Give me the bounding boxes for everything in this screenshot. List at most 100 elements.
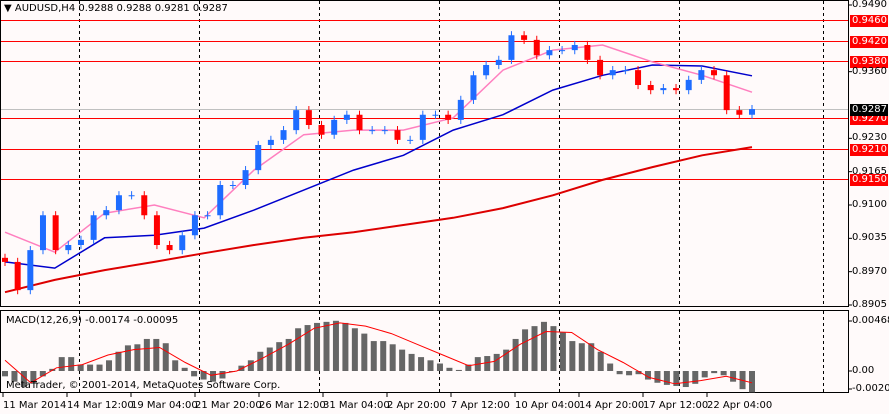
candle-body [166,245,173,251]
candle-body [229,185,236,186]
candle-body [533,39,540,56]
macd-histogram-bar [162,343,169,371]
macd-histogram-bar [370,341,377,371]
candle-body [685,79,692,91]
time-axis-label: 21 Mar 20:00 [195,400,262,411]
ma-fast-line [4,44,753,254]
level-price-tag: 0.9270 [850,112,888,125]
candle-body [52,215,59,251]
macd-histogram-bar [418,357,425,371]
candle-body [153,215,160,245]
macd-histogram-bar [77,364,84,371]
candle-body [305,110,312,125]
macd-label: MACD(12,26,9) [6,315,82,326]
candle-body [559,50,566,52]
macd-histogram-bar [295,328,302,371]
macd-histogram-bar [682,371,689,388]
macd-histogram-bar [607,363,614,371]
macd-histogram-bar [96,364,103,371]
macd-histogram-bar [332,320,339,371]
time-axis-label: 2 Apr 20:00 [387,400,446,411]
time-axis-label: 14 Apr 20:00 [579,400,645,411]
macd-axis-label: 0.00468 [852,315,889,326]
price-axis-label: 0.9035 [852,232,887,244]
time-axis-label: 26 Mar 12:00 [259,400,326,411]
candle-body [660,88,667,91]
macd-histogram-bar [2,371,8,377]
macd-histogram-bar [304,325,311,371]
macd-histogram-bar [143,338,150,371]
price-axis-label: 0.9230 [852,132,887,144]
time-axis-label: 22 Apr 04:00 [707,400,773,411]
candle-body [723,75,730,111]
macd-histogram-bar [701,371,708,378]
candle-body [571,45,578,51]
macd-histogram-bar [663,371,670,385]
macd-axis-label: -0.00205 [852,383,889,394]
candle-body [622,70,629,72]
candle-body [381,130,388,132]
macd-histogram-bar [512,338,519,371]
current-price-tag: 0.9287 [850,103,888,116]
chart-title: ▼ AUDUSD,H4 0.9288 0.9288 0.9281 0.9287 [4,3,228,15]
candle-body [331,119,338,135]
macd-histogram-bar [30,371,37,384]
macd-histogram-bar [191,371,198,377]
macd-histogram-bar [597,351,604,371]
candle-body [736,110,743,115]
candle-body [749,109,755,115]
macd-histogram-bar [588,343,595,371]
candle-body [394,130,401,140]
macd-histogram-bar [749,371,755,393]
candle-body [343,114,350,120]
price-pane-border [0,0,849,307]
level-price-tag: 0.9150 [850,173,888,186]
macd-histogram-bar [578,343,585,371]
candle-body [77,239,84,245]
macd-signal-line [4,322,753,385]
macd-histogram-bar [720,371,727,376]
candle-body [356,114,363,131]
macd-histogram-bar [455,369,462,371]
macd-histogram-bar [399,349,406,371]
macd-histogram-bar [436,363,443,371]
candle-body [115,195,122,211]
macd-histogram-bar [569,341,576,371]
price-axis-label: 0.9490 [852,0,887,10]
time-axis-label: 19 Mar 04:00 [131,400,198,411]
macd-histogram-bar [247,360,254,371]
macd-title: MACD(12,26,9) -0.00174 -0.00095 [6,315,178,327]
macd-histogram-bar [323,321,330,371]
macd-histogram-bar [446,367,453,371]
candle-body [457,99,464,120]
macd-histogram-bar [87,364,94,371]
ma-slow-line [4,146,753,294]
candle-body [647,85,654,91]
macd-histogram-bar [427,360,434,371]
macd-histogram-bar [408,353,415,371]
price-axis-label: 0.9165 [852,165,887,177]
macd-histogram-bar [68,357,75,371]
macd-histogram-bar [172,360,179,371]
candle-body [609,70,616,76]
collapse-triangle-icon[interactable]: ▼ [4,3,12,14]
candle-body [445,114,452,120]
macd-histogram-bar [210,371,217,382]
macd-histogram-bar [503,349,510,371]
macd-histogram-bar [484,356,491,371]
macd-histogram-bar [106,360,113,371]
macd-histogram-bar [540,321,547,371]
macd-histogram-bar [285,338,292,371]
level-price-tag: 0.9460 [850,14,888,27]
macd-histogram-bar [635,371,642,375]
macd-pane-border [0,310,849,393]
candle-body [267,139,274,145]
candle-body [2,257,8,262]
candle-body [546,50,553,56]
macd-histogram-bar [276,342,283,371]
macd-histogram-bar [351,328,358,371]
macd-histogram-bar [361,333,368,371]
candle-body [711,70,718,76]
macd-histogram-bar [342,322,349,371]
